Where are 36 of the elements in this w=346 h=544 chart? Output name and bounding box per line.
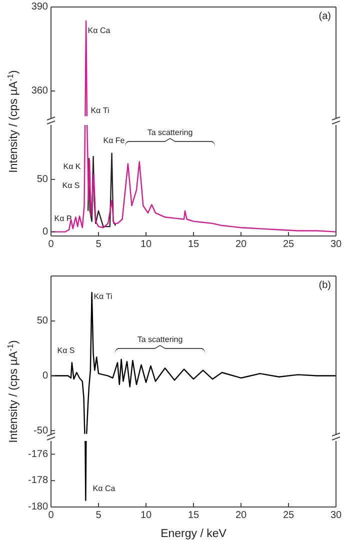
x-tick-label: 5: [96, 510, 102, 521]
y-tick-label: -180: [28, 502, 48, 513]
y-tick-label: 0: [42, 226, 48, 238]
x-tick-label: 15: [188, 510, 200, 521]
x-tick-label: 25: [282, 239, 294, 250]
annotation: Kα Ti: [90, 106, 110, 116]
annotation: Kα Ca: [88, 26, 111, 36]
annotation: Kα Ca: [92, 484, 116, 494]
x-tick-label: 15: [188, 239, 200, 250]
y-tick-label: -50: [34, 425, 48, 436]
y-tick-label: 390: [31, 2, 48, 13]
x-tick-label: 30: [330, 239, 342, 250]
annotation: Kα K: [63, 162, 82, 172]
annotation: Ta scattering: [147, 128, 193, 138]
y-tick-label: 360: [31, 86, 48, 97]
annotation: Kα S: [57, 346, 75, 356]
annotation: (b): [318, 280, 331, 291]
x-axis-title: Energy / keV: [160, 528, 227, 540]
y-tick-label: 0: [42, 370, 48, 382]
x-tick-label: 5: [96, 239, 102, 250]
x-tick-label: 20: [235, 510, 247, 521]
annotation: Kα S: [62, 181, 80, 190]
y-tick-label: 50: [36, 174, 48, 186]
x-tick-label: 10: [140, 239, 152, 250]
annotation: Kα P: [54, 214, 72, 224]
x-tick-label: 25: [282, 510, 294, 521]
x-tick-label: 20: [235, 239, 247, 250]
annotation: Kα Fe: [103, 136, 126, 146]
x-tick-label: 10: [140, 510, 152, 521]
y-tick-label: 50: [36, 316, 48, 327]
y-tick-label: -178: [28, 475, 48, 486]
annotation: (a): [318, 11, 331, 22]
annotation: Kα Ti: [94, 292, 112, 302]
y-tick-label: -176: [28, 448, 48, 460]
annotation: Ta scattering: [137, 335, 183, 344]
x-tick-label: 30: [330, 510, 342, 521]
